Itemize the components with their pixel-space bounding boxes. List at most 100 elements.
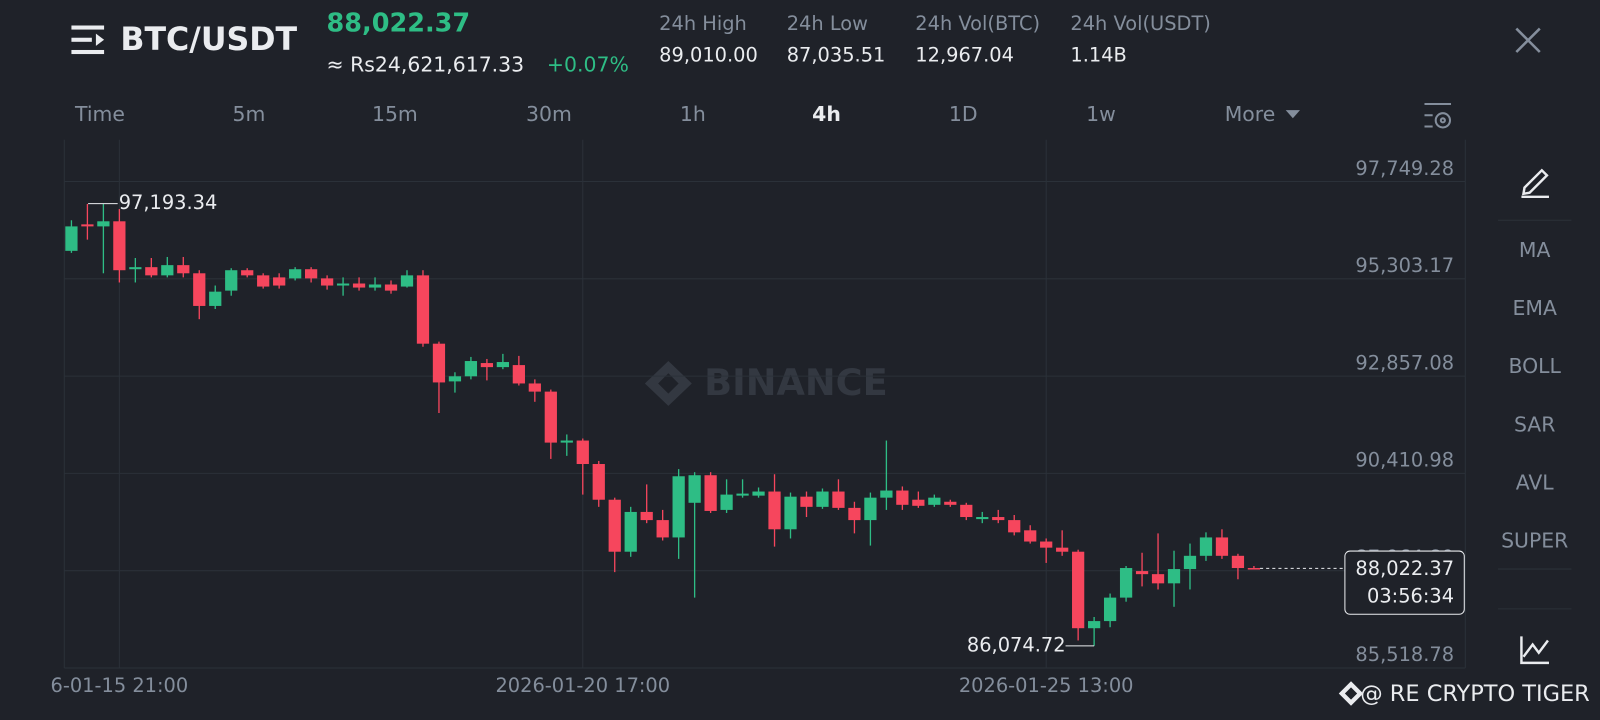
chart-settings-icon[interactable] (1424, 103, 1452, 129)
watermark-text: BINANCE (704, 361, 888, 404)
interval-tab[interactable]: 4h (812, 102, 841, 126)
candle-body (193, 273, 206, 306)
candle-body (1247, 568, 1261, 570)
interval-tab[interactable]: More (1225, 102, 1276, 126)
candle-body (289, 269, 302, 279)
candle-body (848, 507, 861, 521)
candle-body (145, 267, 158, 276)
y-tick-label: 85,518.78 (1355, 643, 1454, 666)
stat-label: 24h Low (787, 12, 868, 35)
interval-tab[interactable]: 5m (233, 102, 266, 126)
candle-body (720, 494, 733, 510)
high-label: 97,193.34 (119, 191, 218, 214)
indicator-item[interactable]: SUPER (1501, 529, 1568, 553)
candle-body (864, 497, 877, 521)
y-tick-label: 90,410.98 (1355, 449, 1454, 472)
candle-body (257, 275, 270, 287)
candle-body (97, 221, 110, 227)
candle-body (960, 504, 973, 518)
candle-body (672, 476, 685, 538)
stat-label: 24h Vol(BTC) (915, 12, 1040, 35)
pair-title: BTC/USDT (120, 22, 297, 58)
candle-body (1088, 621, 1101, 629)
candle-body (560, 440, 573, 443)
stat-value: 87,035.51 (787, 44, 886, 67)
indicator-item[interactable]: BOLL (1508, 354, 1561, 378)
stats: 24h High 89,010.00 24h Low 87,035.51 24h Vol… (659, 12, 1211, 67)
watermark: BINANCE (644, 361, 888, 406)
candle-body (432, 343, 446, 383)
candle-body (320, 278, 334, 286)
candle-body (1040, 541, 1053, 548)
candle-body (528, 383, 541, 392)
interval-tab[interactable]: 1w (1086, 102, 1116, 126)
candle-body (624, 511, 637, 552)
candle-body (161, 265, 174, 276)
candle-body (352, 283, 366, 288)
chart-type-icon[interactable] (1520, 636, 1549, 665)
draw-tool-icon[interactable] (1521, 168, 1549, 199)
fiat-price: ≈ Rs24,621,617.33 (327, 52, 525, 76)
candle-body (129, 267, 142, 270)
price-chart: BINANCE 97,749.28 95,303.17 92,857.08 90,41… (51, 139, 1466, 697)
interval-tab[interactable]: 1h (680, 102, 706, 126)
candle-body (592, 464, 605, 500)
menu-icon[interactable] (71, 25, 105, 55)
candle-body (113, 221, 126, 271)
candle-body (1135, 571, 1149, 575)
candle-body (512, 365, 525, 384)
low-label: 86,074.72 (967, 633, 1066, 656)
stat-label: 24h High (659, 12, 747, 35)
indicator-item[interactable]: MA (1519, 238, 1551, 262)
interval-tab[interactable]: 30m (526, 102, 572, 126)
x-tick-label: 2026-01-25 13:00 (959, 674, 1134, 697)
y-tick-label: 95,303.17 (1355, 254, 1454, 277)
indicator-item[interactable]: AVL (1516, 470, 1555, 494)
last-price-box (1344, 550, 1465, 615)
interval-tab[interactable]: 15m (372, 102, 418, 126)
candle-body (1215, 537, 1229, 556)
close-button[interactable] (1515, 27, 1541, 53)
candle-body (704, 475, 717, 511)
y-tick-label: 97,749.28 (1355, 157, 1454, 180)
candle-body (1024, 530, 1037, 542)
candle-body (480, 363, 494, 368)
candle-body (225, 270, 238, 291)
candle-body (640, 511, 653, 521)
stat-value: 1.14B (1070, 44, 1126, 67)
indicator-item[interactable]: SAR (1514, 412, 1555, 436)
countdown: 03:56:34 (1367, 584, 1454, 607)
candle-body (177, 265, 190, 274)
candle-body (1151, 574, 1165, 584)
interval-tab[interactable]: Time (74, 102, 125, 126)
candle-body (752, 491, 765, 496)
candle-body (944, 501, 957, 505)
candle-body (992, 517, 1005, 521)
candle-body (416, 275, 430, 344)
candle-body (880, 490, 893, 498)
candle-body (736, 493, 749, 496)
candle-body (800, 496, 813, 507)
candle-body (209, 291, 222, 306)
x-tick-label: 2026-01-20 17:00 (495, 674, 670, 697)
candle-body (448, 376, 462, 382)
candle-body (384, 284, 398, 291)
candle-body (576, 440, 589, 465)
indicator-item[interactable]: EMA (1512, 296, 1556, 320)
candle-body (1199, 537, 1213, 556)
candle-body (976, 517, 989, 520)
candle-body (832, 491, 845, 508)
indicator-menu: MA EMA BOLL SAR AVL SUPER (1501, 238, 1568, 553)
stat-value: 12,967.04 (915, 44, 1014, 67)
interval-tab[interactable]: 1D (949, 102, 978, 126)
candle-body (608, 499, 621, 552)
candle-body (688, 475, 701, 503)
stat-label: 24h Vol(USDT) (1070, 12, 1210, 35)
candle-body (1056, 547, 1069, 552)
candle-body (1008, 520, 1021, 533)
candle-body (896, 490, 909, 505)
candle-body (1119, 568, 1133, 598)
candle-body (928, 497, 941, 505)
